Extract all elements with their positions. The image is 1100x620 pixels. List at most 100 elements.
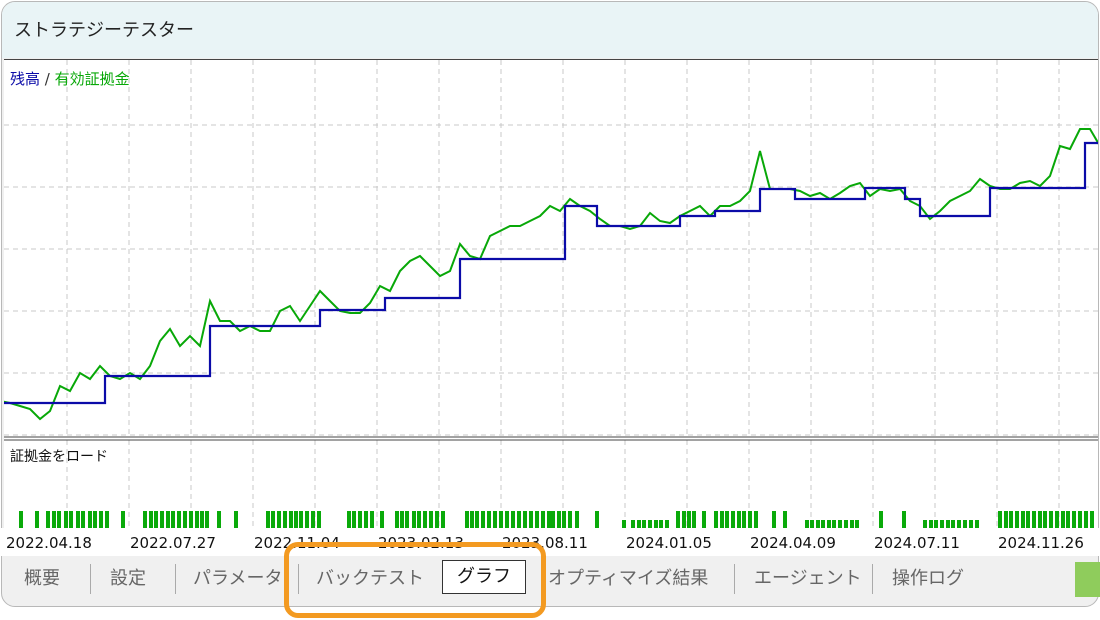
date-label: 2024.01.05: [626, 534, 712, 552]
margin-load-bar: [160, 511, 164, 528]
margin-load-bar: [946, 520, 950, 528]
margin-load-bar: [317, 511, 321, 528]
margin-load-bar: [687, 511, 691, 528]
margin-load-bar: [1090, 511, 1094, 528]
margin-load-bar: [957, 520, 961, 528]
margin-load-bar: [183, 511, 187, 528]
tab-graph[interactable]: グラフ: [442, 560, 526, 594]
balance-line: [0, 141, 1100, 405]
margin-load-bar: [200, 511, 204, 528]
margin-load-bar: [832, 520, 836, 528]
tab-backtest[interactable]: バックテスト: [316, 568, 424, 589]
date-label: 2022.07.27: [130, 534, 216, 552]
tab-agents[interactable]: エージェント: [754, 568, 862, 589]
margin-load-bar: [682, 511, 686, 528]
tab-optimization-results[interactable]: オプティマイズ結果: [548, 568, 709, 589]
tab-journal[interactable]: 操作ログ: [892, 568, 964, 589]
margin-load-bar: [951, 520, 955, 528]
margin-load-bar: [311, 511, 315, 528]
date-label: 2024.07.11: [874, 534, 960, 552]
legend-slash: /: [44, 70, 50, 88]
window-title: ストラテジーテスター: [14, 20, 194, 41]
margin-load-bar: [283, 511, 287, 528]
margin-load-bar: [783, 511, 787, 528]
margin-load-bar: [189, 511, 193, 528]
margin-load-bar: [714, 511, 718, 528]
tab-summary[interactable]: 概要: [24, 568, 60, 589]
margin-load-bar: [99, 511, 103, 528]
margin-load-bar: [470, 511, 474, 528]
margin-load-bar: [654, 520, 658, 528]
margin-load-bar: [69, 511, 73, 528]
margin-load-bar: [1026, 511, 1030, 528]
margin-load-bar: [547, 511, 551, 528]
margin-load-bar: [505, 511, 509, 528]
chart-legend: 残高 / 有効証拠金: [10, 68, 130, 89]
margin-load-bar: [1084, 511, 1088, 528]
margin-load-bar: [523, 511, 527, 528]
tab-bar: 概要 設定 パラメータ バックテスト オプティマイズ結果 エージェント 操作ログ: [0, 558, 1100, 598]
tab-divider: [734, 564, 735, 594]
date-label: 2024.11.26: [998, 534, 1084, 552]
margin-load-bar: [1072, 511, 1076, 528]
margin-load-bar: [234, 511, 238, 528]
margin-load-bar: [737, 511, 741, 528]
margin-load-bar: [963, 520, 967, 528]
tab-divider: [298, 564, 299, 594]
margin-load-bar: [121, 511, 125, 528]
date-label: 2022.04.18: [6, 534, 92, 552]
margin-load-bar: [1061, 511, 1065, 528]
margin-load-bar: [648, 520, 652, 528]
margin-load-bar: [902, 511, 906, 528]
margin-load-bar: [423, 511, 427, 528]
margin-load-bar: [692, 511, 696, 528]
margin-load-bar: [475, 511, 479, 528]
margin-load-bar: [665, 520, 669, 528]
margin-load-bar: [493, 511, 497, 528]
margin-load-label: 証拠金をロード: [10, 449, 108, 465]
margin-load-bar: [380, 511, 384, 528]
margin-load-bar: [805, 520, 809, 528]
margin-load-bar: [266, 511, 270, 528]
margin-load-bar: [441, 511, 445, 528]
margin-load-bar: [405, 511, 409, 528]
margin-load-bar: [742, 511, 746, 528]
margin-load-bar: [1043, 511, 1047, 528]
margin-load-bar: [702, 511, 706, 528]
margin-load-bar: [725, 511, 729, 528]
margin-load-bar: [352, 511, 356, 528]
margin-load-bar: [347, 511, 351, 528]
margin-load-bar: [52, 511, 56, 528]
margin-load-bar: [631, 520, 635, 528]
margin-load-bar: [731, 511, 735, 528]
margin-load-bar: [855, 520, 859, 528]
margin-load-bar: [541, 511, 545, 528]
margin-load-bar: [850, 520, 854, 528]
margin-load-bar: [838, 520, 842, 528]
margin-load-bar: [637, 520, 641, 528]
margin-load-bar: [205, 511, 209, 528]
margin-load-bar: [529, 511, 533, 528]
tab-parameters[interactable]: パラメータ: [193, 568, 283, 589]
tab-divider: [90, 564, 91, 594]
margin-load-bar: [772, 511, 776, 528]
margin-load-bar: [299, 511, 303, 528]
margin-load-bar: [46, 511, 50, 528]
margin-load-bar: [364, 511, 368, 528]
margin-load-bar: [57, 511, 61, 528]
margin-load-bar: [499, 511, 503, 528]
margin-load-bar: [1032, 511, 1036, 528]
margin-load-bar: [149, 511, 153, 528]
margin-load-bar: [271, 511, 275, 528]
margin-load-bar: [277, 511, 281, 528]
margin-load-bar: [305, 511, 309, 528]
tab-settings[interactable]: 設定: [110, 568, 146, 589]
margin-load-bar: [535, 511, 539, 528]
balance-equity-chart[interactable]: 残高 / 有効証拠金 証拠金をロード: [0, 59, 1100, 530]
margin-load-bar: [166, 511, 170, 528]
chart-svg: [0, 60, 1100, 530]
margin-load-bar: [969, 520, 973, 528]
date-label: 2023.08.11: [502, 534, 588, 552]
legend-equity: 有効証拠金: [54, 70, 130, 88]
margin-load-bar: [975, 520, 979, 528]
